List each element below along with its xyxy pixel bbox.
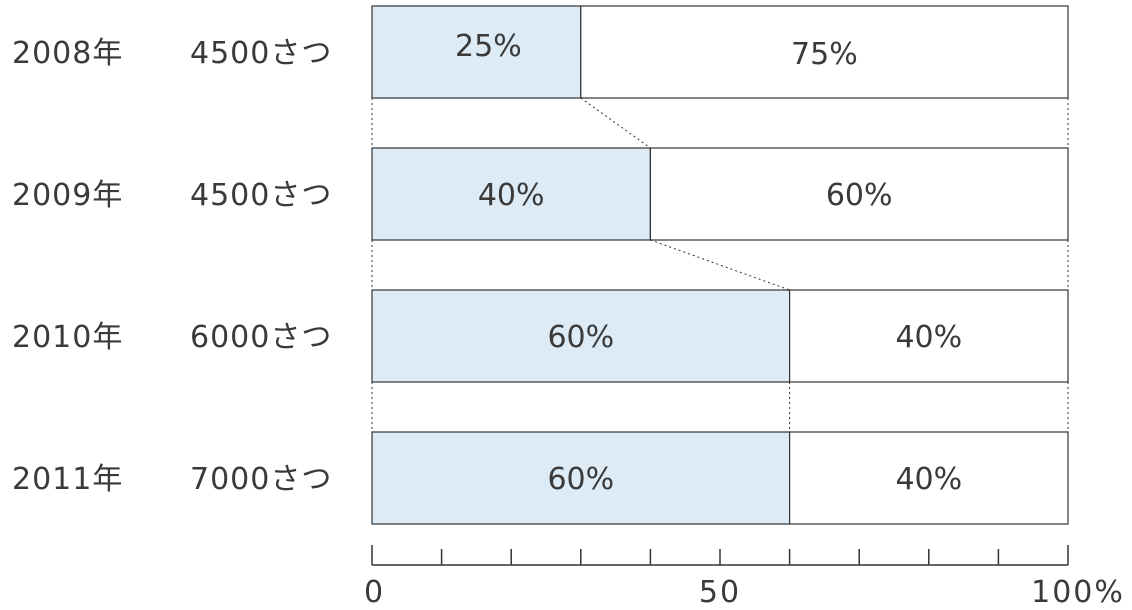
- bar-segment-first: [371, 289, 791, 383]
- bars: 25% 75% 40% 60% 60% 40% 60% 40%: [371, 5, 1069, 525]
- bar-segment-first: [371, 431, 791, 525]
- data-label: 60%: [826, 178, 893, 213]
- category-label: 2009年: [12, 178, 123, 213]
- tick-label: 0: [364, 575, 385, 610]
- row-labels: 2008年 4500さつ 2009年 4500さつ 2010年 6000さつ 2011年 70…: [12, 36, 332, 497]
- total-label: 4500さつ: [190, 36, 332, 71]
- tick-label: 100%: [1031, 575, 1125, 610]
- connector-line: [650, 239, 790, 291]
- bar-segment-second: [788, 431, 1069, 525]
- connector-lines: [371, 97, 1069, 432]
- data-label: 40%: [895, 320, 962, 355]
- data-label: 40%: [895, 462, 962, 497]
- category-label: 2011年: [12, 462, 123, 497]
- data-label: 60%: [547, 320, 614, 355]
- bar-segment-first: [371, 147, 651, 241]
- total-label: 4500さつ: [190, 178, 332, 213]
- bar-segment-first: [371, 5, 582, 99]
- bar-segment-second: [580, 5, 1069, 99]
- data-label: 40%: [478, 178, 545, 213]
- data-label: 60%: [547, 462, 614, 497]
- bar-segment-second: [788, 289, 1069, 383]
- data-label: 25%: [455, 29, 522, 64]
- x-axis: 0 50 100%: [364, 545, 1125, 610]
- total-label: 7000さつ: [190, 462, 332, 497]
- data-label: 75%: [791, 37, 858, 72]
- tick-label: 50: [699, 575, 741, 610]
- total-label: 6000さつ: [190, 320, 332, 355]
- bar-segment-second: [649, 147, 1069, 241]
- category-label: 2010年: [12, 320, 123, 355]
- connector-line: [580, 97, 651, 149]
- category-label: 2008年: [12, 36, 123, 71]
